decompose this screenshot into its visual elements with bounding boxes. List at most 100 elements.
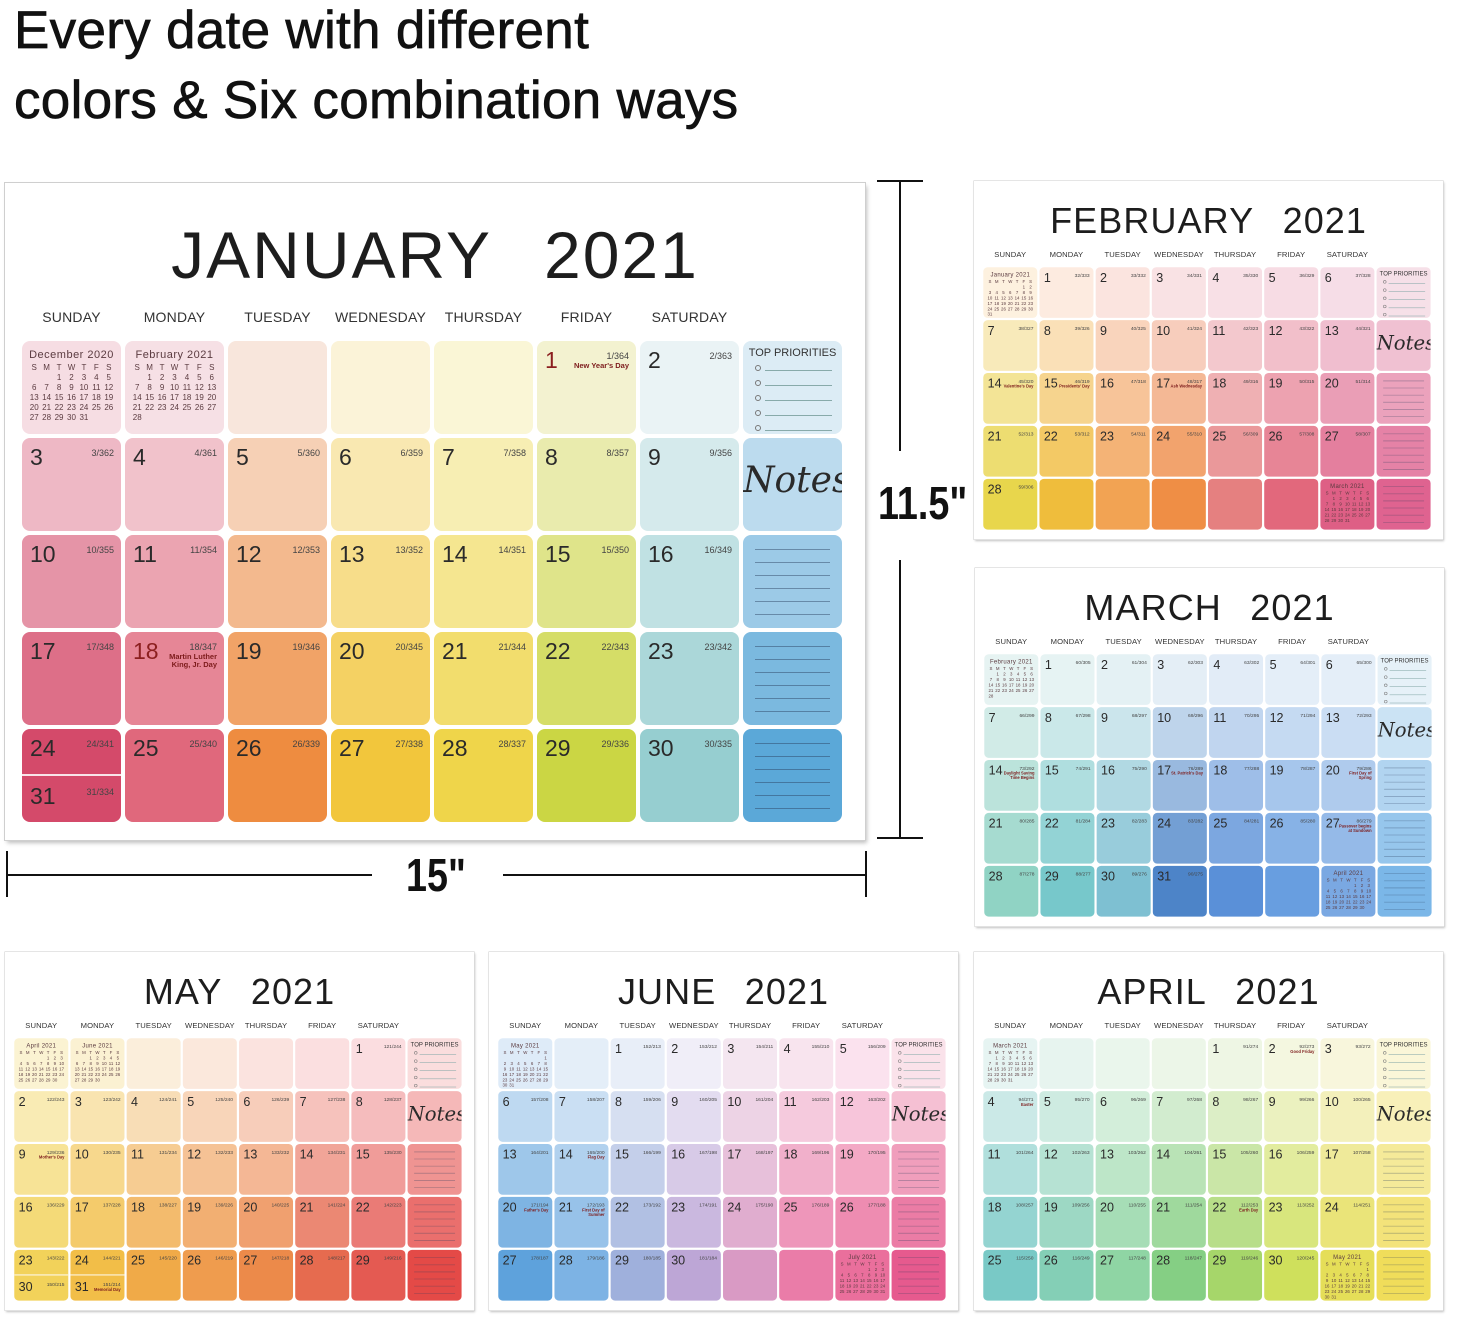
mini-weekday: W (95, 1050, 100, 1056)
notes-rule-line (414, 1180, 456, 1181)
day-cell: 17 17/348 (22, 632, 121, 725)
weekday-header: SATURDAY (357, 1020, 400, 1030)
day-cell: 16 136/229 (14, 1196, 69, 1248)
mini-weekday: T (81, 363, 87, 372)
day-number: 1 (615, 1041, 622, 1056)
mini-day: 24 (880, 1283, 886, 1289)
notes-rule-line (1383, 447, 1425, 449)
notes-lines-panel (1376, 1196, 1431, 1248)
day-number: 27 (1325, 816, 1340, 831)
mini-day: 11 (1351, 501, 1357, 507)
mini-calendar-title: April 2021 (1333, 870, 1364, 877)
notes-rule-line (755, 756, 830, 757)
day-cell: 2 61/304 (1096, 654, 1151, 705)
mini-calendar-cell: April 2021 S M T W T F S 1 2 3 4 5 6 7 8 9 10 11 12 13 14 15 16… (1321, 865, 1376, 917)
priority-item (755, 423, 832, 434)
priority-line (1389, 670, 1427, 671)
weekday-header: TUESDAY (244, 309, 311, 325)
notes-rule-line (898, 1278, 940, 1280)
mini-calendar: February 2021 S M T W T F S 1 2 3 4 5 6 7 8 9 10 11 12 13 14 1… (988, 659, 1035, 699)
day-number: 14 (442, 541, 468, 567)
day-number: 12 (1043, 1147, 1058, 1162)
calendar-month: JUNE (617, 971, 717, 1012)
notes-rule-line (1384, 834, 1426, 836)
headline: Every date with different colors & Six c… (14, 0, 739, 136)
day-cell: 22 112/253 Earth Day (1208, 1196, 1263, 1248)
mini-day: 8 (89, 1061, 92, 1067)
notes-lines-panel (1376, 1249, 1431, 1301)
day-number: 5 (1269, 657, 1277, 672)
day-number: 12 (236, 541, 262, 567)
notes-rule-line (414, 1218, 456, 1220)
day-of-year: 25/340 (189, 739, 217, 749)
notes-rule-line (414, 1225, 456, 1227)
notes-rule-line (414, 1158, 456, 1160)
priority-item (755, 363, 832, 375)
mini-day: 8 (56, 383, 62, 392)
mini-weekday: T (102, 1050, 106, 1056)
mini-day: 26 (522, 1077, 528, 1083)
notes-rule-line (1384, 767, 1426, 769)
mini-day: 2 (1003, 671, 1006, 677)
mini-day: 24 (1366, 899, 1372, 905)
mini-day: 12 (846, 1278, 852, 1284)
mini-day: 19 (522, 1072, 528, 1077)
mini-day: 26 (115, 1072, 121, 1077)
mini-day: 14 (859, 1278, 865, 1284)
mini-day: 10 (170, 383, 179, 392)
weekday-header: THURSDAY (444, 309, 523, 325)
mini-weekday: W (1009, 666, 1014, 672)
empty-cell (1151, 478, 1206, 530)
mini-day: 21 (1324, 512, 1330, 518)
day-of-year: 164/201 (530, 1149, 549, 1155)
day-of-year: 68/297 (1131, 712, 1147, 719)
notes-rule-line (414, 1271, 456, 1273)
day-number: 8 (1044, 710, 1052, 725)
day-of-year: 160/205 (699, 1096, 718, 1103)
notes-rule-line (414, 1292, 456, 1294)
mini-day: 10 (509, 1066, 515, 1072)
day-number: 29 (1212, 1253, 1227, 1268)
mini-day: 14 (536, 1066, 542, 1072)
day-cell: 23 143/222 30 150/215 (14, 1249, 69, 1301)
calendar-year: 2021 (1235, 971, 1320, 1012)
notes-rule-line (1383, 401, 1425, 403)
day-cell: 4 155/210 (779, 1038, 834, 1089)
mini-day: 11 (18, 1066, 24, 1072)
mini-weekday: S (106, 363, 112, 372)
mini-day: 21 (42, 403, 52, 412)
day-cell: 14 45/320 Valentine's Day (983, 373, 1038, 424)
notes-label: Notes (1377, 719, 1432, 742)
mini-day: 7 (989, 677, 993, 683)
day-of-year: 176/189 (811, 1202, 830, 1208)
mini-day: 25 (1338, 1289, 1344, 1295)
notes-lines-panel (1377, 812, 1432, 864)
mini-day: 16 (1324, 1283, 1330, 1289)
mini-day: 15 (45, 1066, 51, 1072)
day-number: 7 (558, 1094, 566, 1109)
day-cell: 8 98/267 (1208, 1091, 1263, 1142)
day-of-year: 116/249 (1072, 1255, 1090, 1261)
day-cell: 29 180/185 (610, 1249, 665, 1301)
holiday-label: Daylight Saving Time Begins (1003, 770, 1035, 781)
mini-day: 20 (29, 403, 39, 412)
day-of-year: 18/347 (189, 642, 217, 652)
day-number: 22 (615, 1200, 629, 1215)
day-cell: 29 149/216 (351, 1249, 406, 1301)
day-cell: 26 116/249 (1039, 1249, 1094, 1301)
mini-day: 31 (880, 1289, 886, 1295)
day-of-year: 147/218 (271, 1255, 290, 1261)
calendar-month: MAY (143, 971, 223, 1012)
mini-day: 17 (59, 1066, 65, 1072)
empty-cell (1039, 1038, 1094, 1089)
mini-weekday: T (159, 363, 165, 372)
mini-day: 4 (995, 290, 998, 296)
mini-day: 20 (1365, 507, 1371, 513)
priority-line (903, 1054, 941, 1055)
day-number: 21 (988, 816, 1003, 831)
priority-item (1383, 1058, 1426, 1065)
weekday-header: MONDAY (80, 1020, 115, 1030)
day-cell: 10 161/204 (723, 1091, 778, 1142)
mini-day: 6 (1009, 290, 1012, 296)
day-of-year: 139/226 (215, 1202, 234, 1208)
